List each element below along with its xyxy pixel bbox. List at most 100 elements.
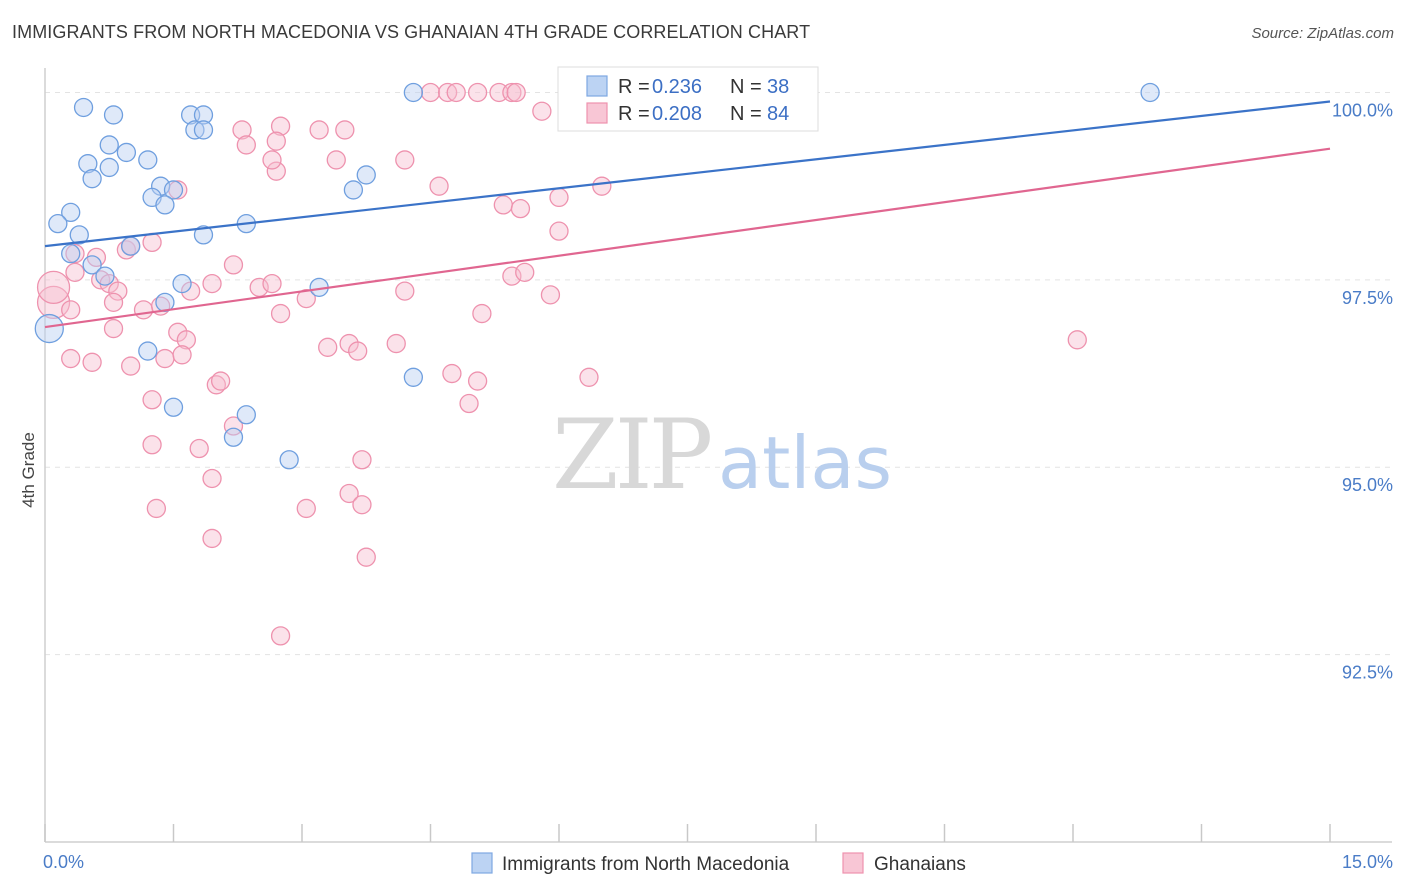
chart-title: IMMIGRANTS FROM NORTH MACEDONIA VS GHANA… [12,22,811,42]
bottom-legend: Immigrants from North Macedonia Ghanaian… [471,852,966,875]
y-tick-label: 95.0% [1342,475,1393,495]
ghanaians-point [356,547,376,567]
ghanaians-point [420,82,441,103]
ghanaians-point [266,161,286,181]
ghanaians-point [103,292,124,312]
ghanaians-point [142,390,162,410]
ghanaians-point [472,303,492,324]
y-tick-label: 92.5% [1342,663,1393,683]
north-macedonia-point [193,120,214,140]
ghanaians-point [172,345,192,365]
legend-swatch-pink [586,102,608,124]
north-macedonia-point [48,213,68,234]
ghanaians-point [223,255,244,275]
ghanaians-point [386,333,406,354]
ghanaians-point [442,363,462,384]
ghanaians-point [502,82,522,103]
ghanaians-point [210,371,231,391]
watermark-atlas: atlas [718,421,892,505]
north-macedonia-point [193,225,214,245]
ghanaians-point [309,120,329,140]
ghanaians-point [592,176,612,196]
north-macedonia-point [61,243,81,264]
ghanaians-point [352,450,372,470]
y-axis-label: 4th Grade [19,432,38,508]
ghanaians-point [232,120,252,140]
ghanaians-point [262,273,282,294]
ghanaians-point [467,371,488,391]
ghanaians-point [142,232,162,253]
legend: R = 0.236 N = 38 R = 0.208 N = 84 [557,66,819,132]
north-macedonia-point [279,450,299,470]
north-macedonia-point [82,255,102,275]
north-macedonia-point [99,135,119,155]
legend-n-value-1: 38 [767,76,789,98]
bottom-legend-swatch-pink [842,852,864,874]
north-macedonia-point [73,97,94,118]
ghanaians-points [36,82,1087,646]
ghanaians-point [296,498,316,519]
ghanaians-point [395,281,415,301]
ghanaians-point [236,135,256,155]
legend-r-value-1: 0.236 [652,76,702,98]
ghanaians-point [202,528,222,549]
ghanaians-point [61,300,81,320]
north-macedonia-point [163,180,184,200]
ghanaians-point [459,393,479,414]
ghanaians-point [429,176,449,196]
ghanaians-point [506,82,526,103]
ghanaians-point [223,416,244,436]
ghanaians-point [262,150,282,170]
ghanaians-point [326,150,346,170]
ghanaians-point [36,270,71,305]
y-tick-labels: 100.0% 97.5% 95.0% 92.5% [1332,100,1393,682]
north-macedonia-point [193,105,214,125]
y-tick-label: 100.0% [1332,100,1393,120]
ghanaians-point [61,348,81,369]
ghanaians-point [266,131,286,151]
grid-lines [45,91,1392,656]
north-macedonia-point [103,105,124,125]
north-macedonia-point [138,341,158,361]
ghanaians-point [493,195,513,215]
north-macedonia-point [223,427,244,447]
ghanaians-point [155,348,175,369]
ghanaians-trend-line [44,147,1331,329]
ghanaians-point [82,352,102,372]
ghanaians-point [467,82,488,103]
ghanaians-point [532,101,552,121]
north-macedonia-point [236,405,256,425]
axes [44,68,1392,843]
trend-lines [44,100,1331,329]
ghanaians-point [549,221,569,241]
north-macedonia-point [138,150,158,170]
ghanaians-point [103,318,124,339]
ghanaians-point [446,82,466,103]
north-macedonia-point [99,157,119,178]
north-macedonia-point [116,142,137,163]
north-macedonia-point [343,180,364,200]
north-macedonia-point [121,236,141,256]
bottom-legend-label-pink: Ghanaians [874,854,966,875]
north-macedonia-point [34,313,64,344]
y-tick-label: 97.5% [1342,288,1393,308]
north-macedonia-point [403,82,424,103]
legend-n-label-1: N = [730,76,762,98]
x-tick-label-max: 15.0% [1342,852,1393,872]
north-macedonia-point [356,165,376,185]
ghanaians-point [549,187,569,208]
ghanaians-point [133,300,154,320]
ghanaians-point [202,468,222,489]
ghanaians-point [1067,330,1087,350]
ghanaians-point [318,337,338,357]
north-macedonia-point [403,367,424,387]
x-tick-label-min: 0.0% [43,852,84,872]
ghanaians-point [142,435,162,455]
watermark-zip: ZIP [552,399,711,511]
ghanaians-point [579,367,599,387]
north-macedonia-point [1140,82,1160,103]
source-credit: Source: ZipAtlas.com [1251,25,1394,42]
ghanaians-point [189,438,209,459]
north-macedonia-point [95,266,115,286]
